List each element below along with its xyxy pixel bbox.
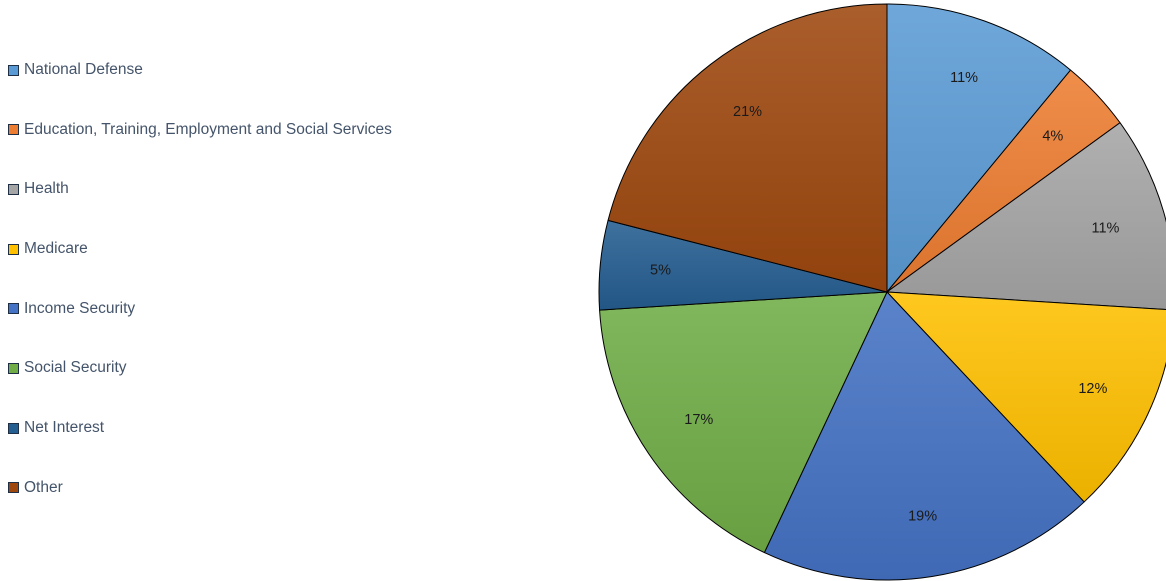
legend-item-education-training-employment-and-social-services: Education, Training, Employment and Soci… <box>8 120 528 140</box>
legend-label: Income Security <box>24 299 136 317</box>
legend-swatch <box>8 303 19 315</box>
pie-slice-other <box>607 3 888 293</box>
pie-slice-health <box>886 122 1166 311</box>
pie-data-labels: 11% 4% 11% 12% 19% 17% 5% 21% <box>650 70 1120 525</box>
data-label-other: 21% <box>733 104 762 120</box>
legend-item-social-security: Social Security <box>8 358 528 378</box>
data-label-social-security: 17% <box>684 412 713 428</box>
legend-swatch <box>8 183 19 195</box>
legend-label: Other <box>24 478 63 496</box>
data-label-net-interest: 5% <box>650 263 671 279</box>
legend-label: Net Interest <box>24 419 105 437</box>
pie-slice-income-security <box>763 291 1085 581</box>
legend-swatch <box>8 243 19 255</box>
legend-label: Medicare <box>24 240 88 258</box>
pie-slice-social-security <box>599 291 888 554</box>
pie-slice-medicare <box>886 291 1166 503</box>
pie-slices <box>598 3 1166 581</box>
legend-item-net-interest: Net Interest <box>8 418 528 438</box>
legend-item-other: Other <box>8 478 528 498</box>
legend-label: Health <box>24 180 69 198</box>
legend-swatch <box>8 362 19 374</box>
legend-item-health: Health <box>8 179 528 199</box>
legend-label: Social Security <box>24 359 127 377</box>
data-label-medicare: 12% <box>1078 381 1107 397</box>
legend-swatch <box>8 422 19 434</box>
data-label-health: 11% <box>1092 221 1120 237</box>
legend-swatch <box>8 124 19 136</box>
legend-item-income-security: Income Security <box>8 299 528 319</box>
pie-slice-national-defense <box>886 3 1072 293</box>
chart-legend: National Defense Education, Training, Emp… <box>8 60 528 538</box>
data-label-national-defense: 11% <box>950 70 978 86</box>
legend-swatch <box>8 482 19 494</box>
legend-item-national-defense: National Defense <box>8 60 528 80</box>
legend-label: National Defense <box>24 61 143 78</box>
data-label-income-security: 19% <box>908 509 937 525</box>
data-label-education-training-employment-and-social-services: 4% <box>1042 128 1063 144</box>
legend-label: Education, Training, Employment and Soci… <box>24 120 392 138</box>
legend-item-medicare: Medicare <box>8 239 528 259</box>
legend-swatch <box>8 64 19 76</box>
